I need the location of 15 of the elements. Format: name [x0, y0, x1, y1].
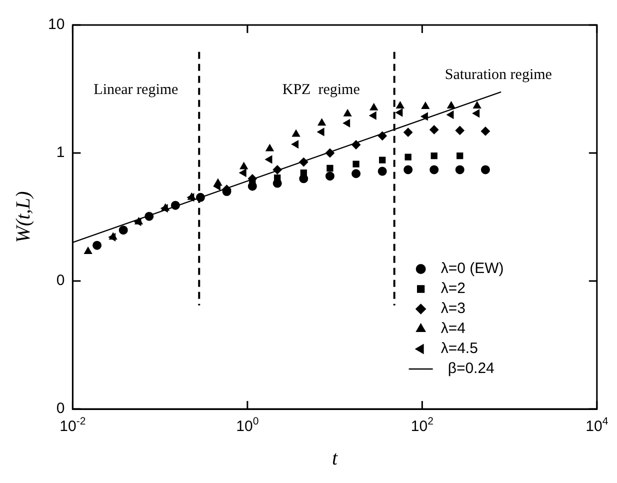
y-tick-label: 0 [56, 400, 65, 418]
annotation: Linear regime [94, 82, 179, 98]
y-axis-title: W(t,L) [12, 190, 34, 243]
y-tick-label: 10 [48, 16, 65, 34]
legend-label: λ=3 [440, 300, 466, 318]
legend-label: λ=4.5 [440, 340, 478, 358]
legend-label: λ=0 (EW) [440, 260, 504, 278]
x-axis-title: t [332, 447, 338, 470]
legend-label: λ=4 [440, 320, 466, 338]
legend-label: λ=2 [440, 280, 466, 298]
y-tick-label: 0 [56, 272, 65, 290]
legend-label: β=0.24 [448, 360, 494, 378]
annotation: KPZ regime [282, 82, 360, 98]
annotation: Saturation regime [444, 66, 552, 83]
y-tick-label: 1 [56, 144, 65, 162]
